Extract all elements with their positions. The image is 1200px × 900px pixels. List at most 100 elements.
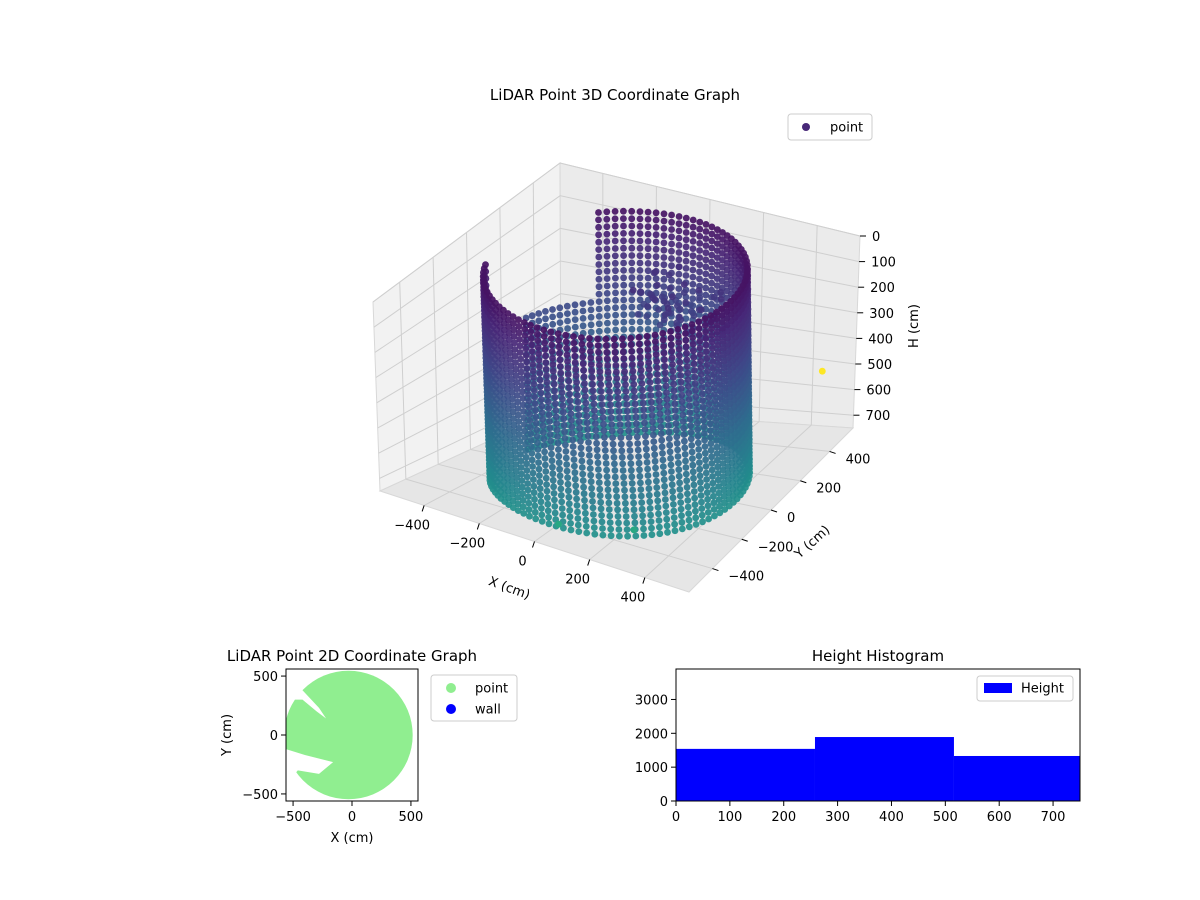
data-point-3d — [594, 342, 602, 349]
data-point-3d — [519, 490, 526, 498]
data-point-3d — [552, 400, 559, 408]
data-point-3d — [636, 274, 644, 282]
data-point-3d — [515, 424, 523, 432]
data-point-3d — [689, 280, 697, 288]
data-point-3d — [725, 502, 733, 510]
data-point-3d — [637, 486, 645, 493]
data-point-3d — [603, 304, 611, 312]
data-point-3d — [687, 428, 695, 436]
data-point-3d — [612, 296, 619, 304]
data-point-3d — [565, 493, 573, 501]
data-point-3d — [588, 374, 596, 382]
x-tick-label-3d: 200 — [565, 573, 590, 588]
x-tick-label-3d: 400 — [620, 591, 645, 606]
z-tick-label-3d: 100 — [871, 256, 896, 271]
data-point-3d — [579, 353, 587, 361]
data-point-3d — [700, 430, 708, 437]
data-point-3d — [682, 315, 690, 322]
data-point-3d — [528, 341, 535, 349]
data-point-3d — [595, 238, 603, 246]
data-point-3d — [713, 254, 721, 261]
data-point-3d — [698, 511, 706, 519]
data-point-3d — [713, 328, 721, 336]
data-point-3d — [671, 393, 678, 401]
data-point-3d — [650, 438, 658, 445]
data-point-3d — [651, 331, 659, 339]
data-point-3d — [636, 347, 644, 354]
data-point-3d — [524, 486, 532, 494]
data-point-3d — [595, 298, 603, 305]
data-point-3d — [682, 470, 690, 478]
data-point-3d — [556, 311, 564, 319]
data-point-3d — [710, 506, 718, 513]
data-point-3d — [629, 493, 637, 500]
data-point-3d — [606, 512, 614, 520]
data-point-3d — [619, 342, 627, 349]
data-point-3d — [649, 425, 657, 432]
data-point-3d — [612, 289, 619, 297]
data-point-3d — [564, 310, 571, 317]
data-point-3d — [712, 430, 720, 438]
data-point-3d — [634, 311, 642, 318]
data-point-3d — [720, 486, 728, 494]
data-point-3d — [667, 461, 675, 469]
data-point-3d — [507, 362, 515, 370]
data-point-3d — [640, 532, 648, 539]
data-point-3d — [608, 421, 616, 428]
data-point-3d — [723, 436, 731, 444]
data-point-3d — [675, 256, 683, 264]
data-point-3d — [525, 499, 533, 507]
data-point-3d — [680, 424, 687, 432]
data-point-3d — [603, 267, 611, 275]
data-point-3d — [662, 509, 670, 516]
data-point-3d — [651, 451, 659, 459]
data-point-3d — [668, 320, 675, 328]
data-point-3d — [581, 380, 588, 387]
data-point-3d — [668, 240, 675, 248]
data-point-3d — [506, 349, 514, 357]
y-tick-label-histogram: 1000 — [635, 761, 668, 776]
data-point-3d — [562, 331, 570, 339]
y-tick-label-3d: 400 — [846, 452, 871, 467]
data-point-3d — [677, 372, 684, 379]
data-point-3d — [661, 356, 668, 364]
data-point-3d — [689, 334, 697, 341]
data-point-3d — [535, 317, 543, 325]
data-point-3d — [603, 260, 611, 268]
data-point-3d — [509, 504, 517, 511]
data-point-3d — [719, 338, 727, 345]
data-point-3d — [595, 246, 603, 254]
data-point-3d — [662, 376, 670, 383]
data-point-3d — [564, 371, 572, 378]
data-point-3d — [532, 515, 540, 523]
data-point-3d — [506, 343, 514, 350]
data-point-3d — [668, 226, 675, 233]
data-point-3d — [646, 372, 653, 380]
data-point-3d — [618, 447, 626, 455]
data-point-3d — [708, 466, 716, 474]
data-point-3d — [636, 208, 644, 216]
data-point-3d — [603, 473, 611, 481]
data-point-3d — [689, 461, 697, 469]
data-point-3d — [513, 480, 521, 488]
data-point-3d — [611, 230, 619, 238]
data-point-3d — [613, 381, 621, 389]
data-point-3d — [675, 466, 683, 474]
data-point-3d — [693, 419, 701, 427]
data-point-3d — [616, 414, 623, 422]
data-point-3d — [559, 402, 567, 410]
data-point-3d — [510, 326, 518, 334]
data-point-3d — [538, 505, 545, 512]
data-point-3d — [522, 453, 530, 461]
data-point-3d — [723, 328, 731, 335]
data-point-3d — [685, 389, 693, 397]
data-point-3d — [515, 329, 523, 337]
data-point-3d — [627, 460, 635, 468]
data-point-3d — [697, 364, 705, 372]
data-point-3d — [713, 315, 721, 323]
data-point-3d — [547, 335, 555, 342]
data-point-3d — [708, 325, 715, 333]
data-point-3d — [539, 422, 547, 430]
data-point-3d — [689, 295, 697, 302]
data-point-3d — [675, 213, 683, 220]
